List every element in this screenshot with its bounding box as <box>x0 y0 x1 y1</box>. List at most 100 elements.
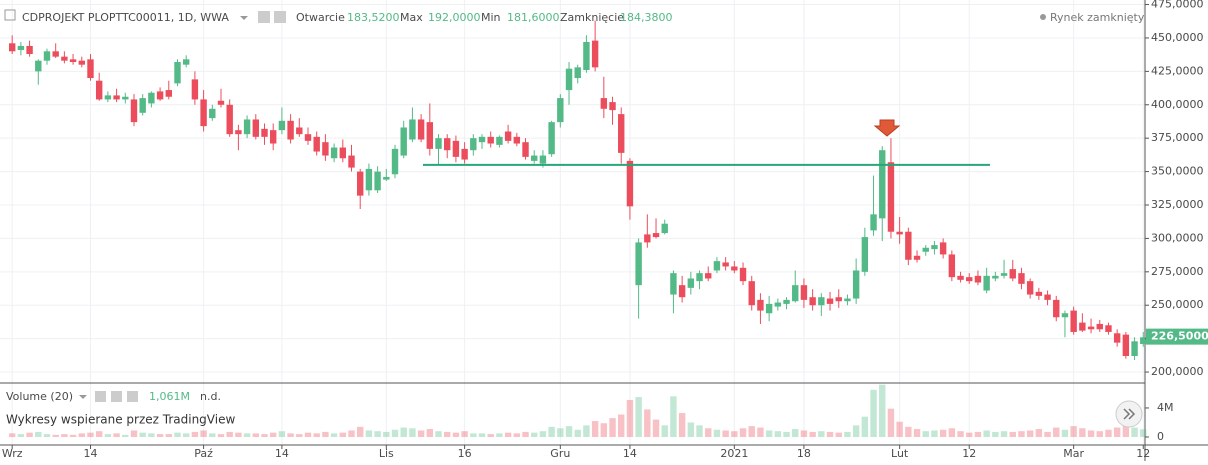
candle-body <box>113 95 120 100</box>
candle-body <box>896 231 903 235</box>
candle-body <box>139 98 146 113</box>
volume-bar <box>983 430 990 437</box>
y-tick-label: 275,0000 <box>1151 265 1204 278</box>
candle-body <box>226 104 233 135</box>
volume-bar <box>209 433 216 437</box>
volume-bar <box>809 431 816 437</box>
candle-body <box>774 302 782 307</box>
volume-bar <box>304 432 312 437</box>
volume-bar <box>409 428 416 437</box>
candle-body <box>122 96 129 100</box>
candle-body <box>478 136 486 143</box>
candle-body <box>269 130 277 144</box>
volume-bar <box>243 433 251 437</box>
volume-bar <box>478 433 486 437</box>
candle-body <box>931 245 938 250</box>
candle-body <box>922 247 929 252</box>
volume-bar <box>887 408 895 437</box>
volume-bar <box>687 422 695 437</box>
y-tick-label: 300,0000 <box>1151 231 1204 244</box>
candle-body <box>1087 326 1095 330</box>
candle-body <box>992 275 999 279</box>
candle-body <box>148 92 155 104</box>
open-value: 183,5200 <box>347 11 400 24</box>
volume-bar <box>417 430 425 437</box>
gear-icon[interactable] <box>274 11 286 23</box>
candle-body <box>156 91 164 100</box>
candle-body <box>957 275 964 280</box>
candle-body <box>670 273 677 295</box>
volume-bar <box>226 431 233 437</box>
volume-bar <box>548 426 555 437</box>
volume-bar <box>322 431 329 437</box>
x-tick-label: 14 <box>623 447 637 460</box>
volume-bar <box>357 426 364 437</box>
candle-body <box>1026 281 1034 295</box>
volume-bar <box>635 397 642 437</box>
settings-icon[interactable] <box>258 11 270 23</box>
candle-body <box>26 45 33 54</box>
candle-body <box>43 51 51 61</box>
volume-bar <box>905 426 912 437</box>
volume-bar <box>757 427 764 437</box>
volume-bar <box>461 431 468 437</box>
close-icon[interactable] <box>127 391 138 402</box>
volume-na: n.d. <box>200 390 221 403</box>
settings-icon[interactable] <box>111 391 122 402</box>
last-price-label: 226,5000 <box>1151 330 1208 343</box>
candle-body <box>644 234 651 243</box>
candle-body <box>87 59 94 79</box>
volume-bar <box>235 432 242 437</box>
volume-bar <box>1061 429 1069 437</box>
volume-bar <box>644 409 651 437</box>
candle-body <box>1009 269 1016 279</box>
volume-bar <box>948 428 956 437</box>
candle-body <box>1122 334 1130 357</box>
candle-body <box>809 297 816 306</box>
volume-bar <box>1079 428 1086 437</box>
y-tick-label: 375,0000 <box>1151 131 1204 144</box>
volume-bar <box>966 432 973 437</box>
volume-bar <box>426 429 434 437</box>
volume-bar <box>252 433 259 437</box>
candle-body <box>600 98 608 109</box>
y-tick-label: 325,0000 <box>1151 198 1204 211</box>
volume-bar <box>931 430 938 437</box>
candle-body <box>548 122 555 155</box>
volume-bar <box>1035 429 1043 437</box>
candle-body <box>496 136 503 145</box>
volume-bar <box>148 433 155 437</box>
candle-body <box>217 100 225 105</box>
candle-body <box>35 60 42 72</box>
volume-bar <box>269 432 277 437</box>
volume-bar <box>652 419 660 437</box>
volume-bar <box>1000 431 1008 437</box>
candle-body <box>687 278 695 288</box>
arrow-marker[interactable] <box>873 119 901 137</box>
volume-bar <box>574 429 581 437</box>
volume-bar <box>661 425 668 437</box>
min-label: Min <box>481 11 501 24</box>
visibility-icon[interactable] <box>95 391 106 402</box>
y-tick-label: 250,0000 <box>1151 298 1204 311</box>
volume-bar <box>165 434 172 437</box>
dropdown-icon[interactable] <box>79 395 87 399</box>
collapse-icon[interactable] <box>4 9 16 21</box>
candle-body <box>609 102 616 111</box>
candle-body <box>818 297 825 306</box>
volume-bar <box>852 425 860 437</box>
candle-body <box>887 162 895 232</box>
candles <box>8 20 1147 361</box>
candle-body <box>339 147 347 159</box>
powered-by: Wykresy wspierane przez TradingView <box>6 413 235 427</box>
candle-body <box>1113 333 1121 343</box>
candle-body <box>52 51 59 57</box>
candle-body <box>17 45 25 50</box>
volume-bar <box>1009 431 1016 437</box>
volume-bar <box>557 428 564 437</box>
candle-body <box>1105 325 1112 332</box>
candle-body <box>61 56 68 61</box>
volume-bar <box>78 433 85 437</box>
candle-body <box>191 79 199 100</box>
dropdown-icon[interactable] <box>240 16 248 20</box>
